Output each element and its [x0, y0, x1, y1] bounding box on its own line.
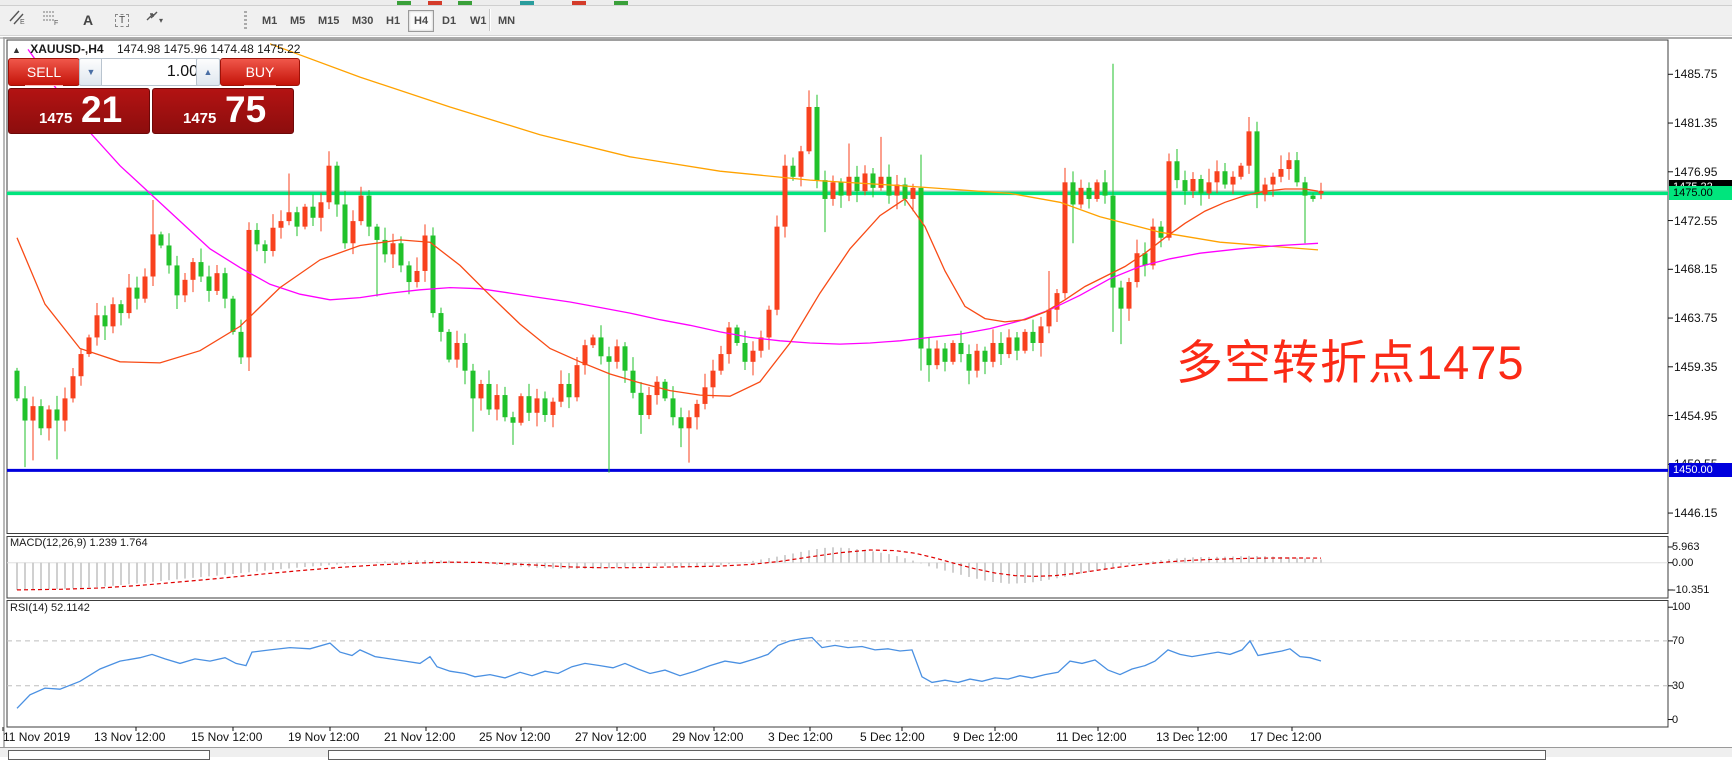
equidistant-channel-glyph: E — [9, 10, 25, 25]
bid-price-small: 1475 — [39, 110, 73, 127]
bid-price-big: 21 — [81, 89, 123, 130]
date-axis-label: 25 Nov 12:00 — [479, 730, 551, 744]
svg-text:F: F — [54, 20, 58, 25]
date-axis-label: 17 Dec 12:00 — [1250, 730, 1322, 744]
price-axis-label: 1463.75 — [1674, 311, 1718, 326]
timeframe-button-m15[interactable]: M15 — [318, 15, 340, 27]
price-axis-label: 1446.15 — [1674, 506, 1718, 521]
candles — [14, 63, 1324, 473]
price-axis-label: 1472.55 — [1674, 213, 1718, 228]
timeframe-button-w1[interactable]: W1 — [470, 15, 487, 27]
bid-price-button[interactable]: 1475 21 — [8, 88, 150, 134]
date-axis-label: 11 Nov 2019 — [3, 730, 71, 744]
text-label-icon[interactable]: A — [82, 12, 94, 28]
top-partial-toolbar — [0, 0, 1732, 6]
ask-price-big: 75 — [225, 89, 267, 130]
mini-toolbar-fragment — [428, 1, 442, 5]
rsi-label: RSI(14) 52.1142 — [10, 602, 90, 614]
rsi-axis-label: 70 — [1672, 634, 1685, 647]
date-axis-label: 27 Nov 12:00 — [575, 730, 647, 744]
macd-panel-border — [6, 536, 1669, 599]
volume-down-button[interactable]: ▼ — [79, 58, 103, 86]
date-axis-label: 15 Nov 12:00 — [191, 730, 263, 744]
toolbar-separator — [244, 11, 247, 29]
timeframe-button-m30[interactable]: M30 — [352, 15, 374, 27]
bottom-bar-box — [8, 750, 210, 760]
rsi-axis-label: 30 — [1672, 679, 1685, 692]
timeframe-button-m1[interactable]: M1 — [262, 15, 278, 27]
ask-price-small: 1475 — [183, 110, 217, 127]
mini-toolbar-fragment — [572, 1, 586, 5]
bottom-bar-box — [328, 750, 1546, 760]
buy-button[interactable]: BUY — [220, 58, 300, 86]
toolbar-separator-2 — [489, 9, 491, 31]
main-toolbar: E F A T ▾ M1 M5 M15 M30 H1 H4 D1 W1 MN — [0, 6, 1732, 36]
timeframe-button-d1[interactable]: D1 — [442, 15, 457, 27]
timeframe-button-m5[interactable]: M5 — [290, 15, 306, 27]
rsi-axis-label: 0 — [1672, 713, 1679, 726]
macd-axis-label: 5.963 — [1672, 540, 1700, 553]
mini-toolbar-fragment — [614, 1, 628, 5]
rsi-axis-label: 100 — [1672, 601, 1691, 614]
timeframe-button-h1[interactable]: H1 — [386, 15, 401, 27]
arrows-glyph — [146, 11, 158, 21]
date-axis-label: 5 Dec 12:00 — [860, 730, 925, 744]
date-axis-label: 29 Nov 12:00 — [672, 730, 744, 744]
date-axis-label: 3 Dec 12:00 — [768, 730, 833, 744]
sell-label: SELL — [24, 59, 64, 86]
medium-ma-magenta — [27, 49, 1319, 345]
fast-ma-red — [16, 188, 1319, 397]
equidistant-channel-icon[interactable]: E — [8, 9, 32, 31]
price-axis-label: 1485.75 — [1674, 67, 1718, 82]
chart-window — [3, 37, 1732, 748]
price-tag-1475.00: 1475.00 — [1669, 185, 1732, 200]
rsi-panel-border — [6, 600, 1669, 728]
rsi-line — [16, 636, 1322, 709]
ask-price-button[interactable]: 1475 75 — [152, 88, 294, 134]
fibonacci-glyph: F — [43, 11, 58, 25]
volume-up-button[interactable]: ▲ — [196, 58, 220, 86]
macd-signal-line — [16, 549, 1322, 591]
date-axis-label: 9 Dec 12:00 — [953, 730, 1018, 744]
sell-button[interactable]: SELL — [8, 58, 80, 86]
buy-label: BUY — [243, 59, 277, 86]
slow-ma-orange — [269, 43, 1319, 251]
price-axis-label: 1481.35 — [1674, 116, 1718, 131]
ohlc-values: 1474.98 1475.96 1474.48 1475.22 — [116, 42, 301, 56]
date-axis-label: 21 Nov 12:00 — [384, 730, 456, 744]
price-tag-1450.00: 1450.00 — [1669, 462, 1732, 477]
collapse-icon[interactable]: ▲ — [12, 45, 21, 55]
macd-axis-label: 0.00 — [1672, 556, 1694, 569]
macd-axis-label: -10.351 — [1672, 583, 1710, 596]
price-axis-label: 1454.95 — [1674, 408, 1718, 423]
chart-annotation: 多空转折点1475 — [1176, 336, 1525, 389]
timeframe-button-mn[interactable]: MN — [498, 15, 516, 27]
price-axis-label: 1468.15 — [1674, 262, 1718, 277]
text-tool-icon[interactable]: T — [110, 9, 134, 31]
svg-text:E: E — [20, 19, 25, 25]
price-axis-label: 1476.95 — [1674, 164, 1718, 179]
chart-title: ▲ XAUUSD-,H4 1474.98 1475.96 1474.48 147… — [12, 42, 300, 56]
mini-toolbar-fragment — [520, 1, 534, 5]
macd-label: MACD(12,26,9) 1.239 1.764 — [10, 537, 148, 549]
text-tool-glyph: T — [114, 13, 130, 27]
mini-toolbar-fragment — [458, 1, 472, 5]
timeframe-button-h4[interactable]: H4 — [408, 10, 435, 32]
price-axis-label: 1459.35 — [1674, 359, 1718, 374]
date-axis-label: 19 Nov 12:00 — [288, 730, 360, 744]
volume-input[interactable] — [101, 58, 205, 86]
main-panel-border — [6, 39, 1669, 534]
arrows-caret-icon: ▾ — [158, 15, 163, 25]
symbol-period: XAUUSD-,H4 — [30, 42, 104, 56]
date-axis-label: 13 Nov 12:00 — [94, 730, 166, 744]
macd-histogram — [16, 547, 1322, 590]
arrows-tool-icon[interactable]: ▾ — [144, 9, 178, 31]
date-axis-label: 11 Dec 12:00 — [1056, 730, 1127, 744]
mini-toolbar-fragment — [397, 1, 411, 5]
fibonacci-retracement-icon[interactable]: F — [42, 9, 66, 31]
date-axis-label: 13 Dec 12:00 — [1156, 730, 1228, 744]
